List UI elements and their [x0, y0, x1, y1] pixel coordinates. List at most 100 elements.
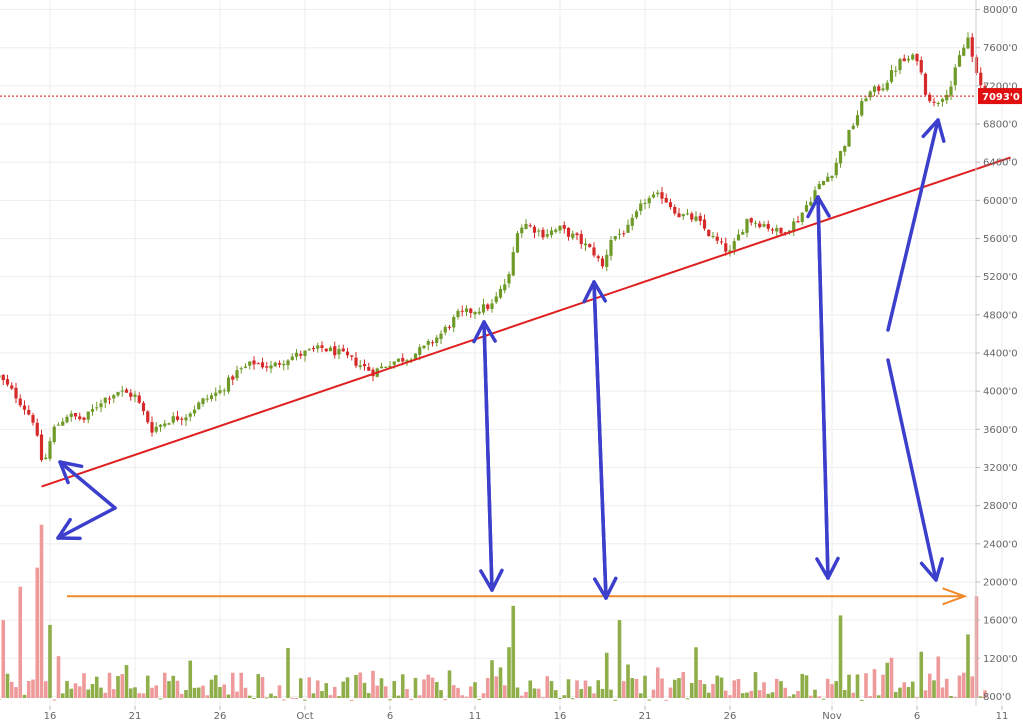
volume-bar: [379, 678, 384, 698]
y-tick-label: 4400'0: [983, 349, 1018, 360]
volume-bar: [970, 676, 975, 698]
volume-bar: [596, 680, 601, 698]
candle-body: [209, 395, 214, 400]
candle-body: [520, 227, 524, 234]
volume-bar: [838, 615, 843, 698]
support-trend-line: [41, 156, 1011, 488]
y-tick-label: 6800'0: [983, 120, 1018, 131]
volume-bar: [201, 685, 205, 698]
volume-bar: [298, 678, 303, 698]
volume-bar: [549, 681, 554, 698]
volume-bar: [834, 681, 839, 698]
x-axis-ticks: 16 21 26 Oct 6 11 16 21 26 Nov 6 11: [44, 706, 1008, 722]
candle-body: [277, 363, 282, 365]
volume-bar: [830, 684, 834, 698]
candle-body: [881, 88, 885, 91]
candle-body: [129, 392, 133, 397]
candle-body: [528, 225, 532, 227]
candle-body: [303, 350, 307, 356]
candle-body: [48, 441, 52, 459]
candle-body: [779, 227, 783, 234]
volume-bar: [150, 687, 154, 698]
volume-bar: [65, 681, 69, 698]
volume-bar: [188, 660, 193, 698]
annotation-arrow-10: [886, 358, 938, 582]
candle-body: [800, 212, 804, 222]
volume-bar: [978, 696, 983, 698]
candle-body: [464, 308, 469, 312]
candle-body: [749, 218, 753, 223]
candle-body: [741, 232, 745, 235]
candle-body: [481, 304, 486, 313]
candle-body: [14, 387, 18, 399]
candle-body: [388, 365, 392, 368]
volume-bar: [787, 696, 792, 698]
candle-body: [821, 180, 826, 186]
candle-body: [813, 190, 817, 202]
candle-body: [328, 347, 333, 352]
y-tick-label: 7600'0: [983, 43, 1018, 54]
candle-body: [90, 408, 95, 412]
volume-bar: [502, 685, 507, 698]
candle-body: [18, 398, 22, 406]
volume-bar: [116, 676, 120, 698]
volume-bar: [375, 685, 380, 698]
volume-bar: [706, 692, 711, 698]
y-tick-label: 4800'0: [983, 310, 1018, 321]
candle-body: [617, 233, 622, 235]
volume-bar: [715, 675, 720, 698]
candle-body: [970, 37, 974, 57]
candle-body: [664, 197, 668, 203]
x-tick-label: 16: [554, 711, 567, 722]
candle-body: [265, 366, 269, 368]
volume-bar: [218, 687, 222, 698]
volume-bar: [0, 698, 1, 700]
candle-body: [460, 310, 464, 312]
volume-bar: [553, 690, 558, 698]
candle-body: [656, 192, 660, 195]
volume-bar: [209, 679, 214, 698]
candle-body: [575, 233, 579, 236]
candle-body: [396, 358, 401, 362]
volume-bar: [192, 687, 197, 698]
volume-bar: [39, 524, 44, 698]
volume-bar: [647, 699, 652, 701]
volume-bar: [1, 620, 6, 698]
volume-bar: [813, 689, 817, 698]
candle-body: [766, 223, 770, 229]
candle-body: [511, 252, 515, 276]
volume-bar: [583, 680, 588, 698]
volume-bar: [400, 674, 405, 698]
volume-bar: [14, 687, 18, 698]
candle-body: [868, 91, 872, 98]
volume-bar: [664, 699, 669, 701]
volume-bar: [604, 652, 609, 698]
volume-bar: [536, 688, 541, 698]
candle-body: [1, 375, 5, 381]
volume-bar: [362, 682, 367, 698]
candle-body: [146, 411, 150, 423]
y-tick-label: 6000'0: [983, 196, 1018, 207]
volume-bar: [426, 674, 431, 698]
candle-body: [719, 241, 724, 243]
volume-bar: [749, 690, 754, 698]
volume-bar: [383, 686, 388, 698]
candle-body: [524, 223, 528, 230]
volume-bar: [804, 675, 809, 698]
volume-bar: [222, 684, 227, 698]
volume-bar: [655, 667, 660, 698]
volume-level-arrowhead: [942, 587, 968, 606]
x-tick-label: 26: [724, 711, 737, 722]
candle-body: [401, 358, 405, 362]
volume-bar: [906, 687, 911, 698]
candle-body: [498, 288, 503, 298]
volume-bar: [405, 688, 409, 698]
candle-body: [5, 379, 10, 385]
volume-bar: [328, 695, 333, 698]
volume-bar: [175, 680, 180, 698]
volume-bar: [855, 674, 860, 698]
volume-bar: [944, 678, 949, 698]
candle-body: [753, 222, 758, 224]
candle-body: [906, 58, 911, 61]
candle-body: [762, 224, 766, 227]
